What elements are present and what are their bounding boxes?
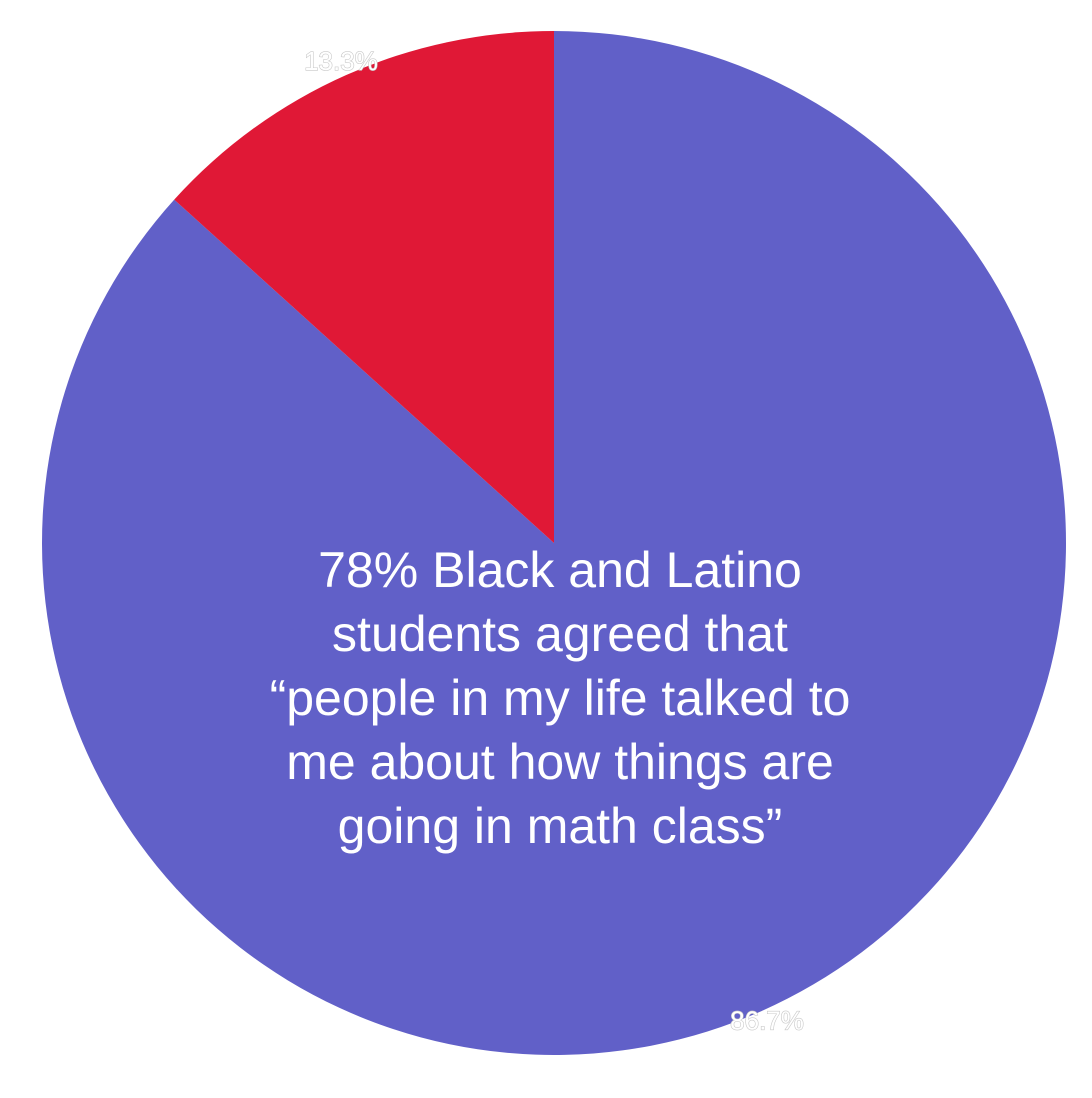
annotation-line-1: 78% Black and Latino <box>318 542 802 598</box>
pie-slices <box>42 31 1067 1055</box>
annotation-line-4: me about how things are <box>286 734 834 790</box>
annotation-line-2: students agreed that <box>332 606 788 662</box>
pie-slice-label-2: 13.3% <box>304 46 378 76</box>
annotation-line-5: going in math class” <box>337 798 783 854</box>
pie-slice-2 <box>174 31 555 543</box>
pie-slice-1 <box>42 31 1067 1055</box>
pie-slice-labels: 86.7% 13.3% <box>304 45 805 1036</box>
annotation-line-3: “people in my life talked to <box>269 670 851 726</box>
pie-slice-label-1: 86.7% <box>730 1006 804 1036</box>
pie-annotation: 78% Black and Latino students agreed tha… <box>180 538 940 858</box>
